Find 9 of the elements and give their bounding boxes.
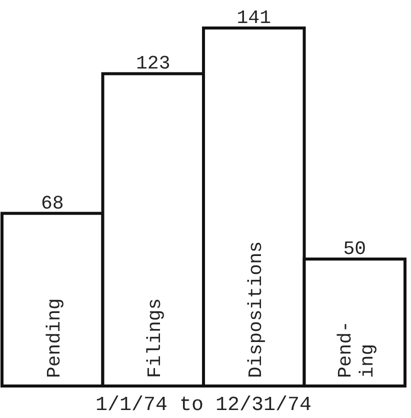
x-axis-title: 1/1/74 to 12/31/74: [95, 394, 312, 417]
data-label: 141: [236, 7, 271, 29]
data-label: 50: [343, 238, 366, 260]
data-label: 68: [40, 192, 64, 214]
x-tick-label: Pend- ing: [334, 320, 379, 378]
x-tick-label: Filings: [144, 298, 166, 378]
x-tick-label: Pending: [43, 298, 66, 378]
data-label: 123: [136, 52, 170, 75]
x-tick-label: Dispositions: [244, 241, 267, 378]
